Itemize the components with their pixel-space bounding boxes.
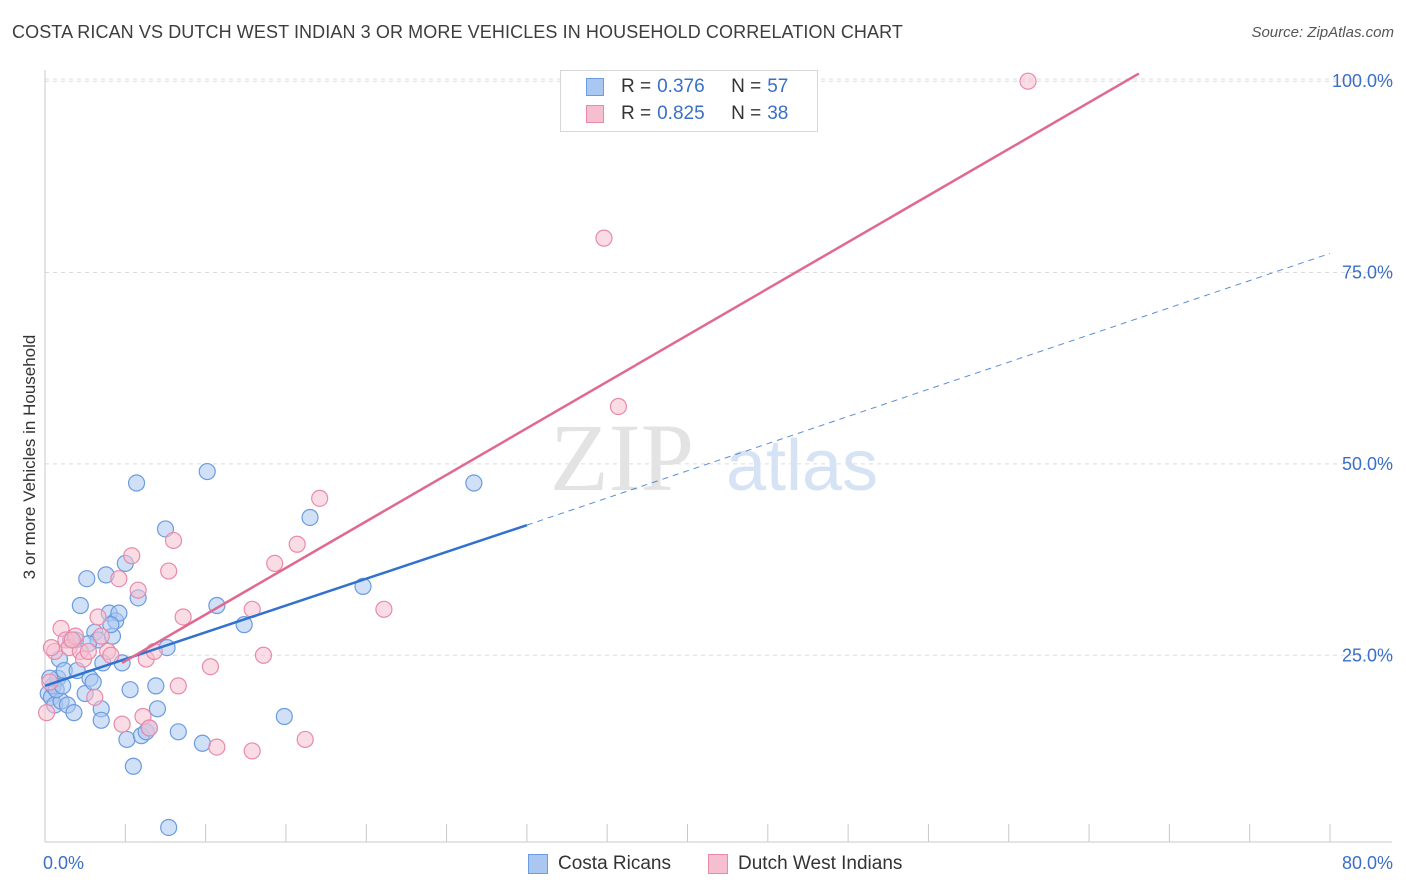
dutch-west-indian-point — [129, 581, 147, 599]
costa-rican-point — [65, 704, 83, 722]
dutch-west-indian-point — [375, 600, 393, 618]
pink-swatch — [586, 105, 604, 123]
axes-layer — [44, 70, 1392, 843]
stats-row-costa-ricans: R = 0.376 N = 57 — [586, 75, 789, 99]
dutch-west-indian-point — [79, 642, 97, 661]
y-tick-label: 50.0% — [1342, 454, 1393, 474]
dutch-west-indian-point — [110, 570, 128, 588]
dutch-west-indian-point — [266, 554, 284, 573]
costa-rican-trendline — [44, 523, 528, 688]
dutch-west-indian-point — [243, 742, 261, 760]
blue-swatch — [586, 78, 604, 96]
costa-rican-point — [71, 596, 89, 615]
y-tick-label: 75.0% — [1342, 263, 1393, 283]
dutch-west-indian-point — [296, 730, 314, 749]
n-value: 38 — [767, 103, 789, 124]
r-value: 0.825 — [657, 103, 705, 124]
dutch-west-indian-point — [201, 658, 220, 676]
legend-label: Dutch West Indians — [738, 853, 903, 874]
x-tick-label-max: 80.0% — [1342, 853, 1393, 873]
costa-rican-point — [275, 707, 293, 726]
n-label: N = — [731, 103, 762, 124]
costa-rican-point — [102, 616, 120, 634]
dutch-west-indian-point — [63, 631, 81, 649]
dutch-west-indian-point — [113, 715, 131, 733]
dutch-west-indian-point — [1019, 72, 1037, 90]
chart-title: COSTA RICAN VS DUTCH WEST INDIAN 3 OR MO… — [12, 22, 903, 42]
dutch-west-indian-point — [208, 738, 226, 756]
r-label: R = — [621, 103, 652, 124]
costa-rican-point — [147, 677, 165, 695]
costa-rican-point — [148, 700, 167, 718]
costa-rican-point — [198, 462, 216, 481]
dutch-west-indian-point — [42, 638, 61, 657]
costa-rican-point — [121, 681, 139, 699]
costa-rican-point — [84, 673, 102, 691]
y-axis-label: 3 or more Vehicles in Household — [20, 334, 39, 580]
costa-rican-point — [193, 734, 212, 752]
dutch-west-indian-point — [38, 704, 56, 722]
n-value: 57 — [767, 76, 789, 97]
legend-item-dutch-west-indians: Dutch West Indians — [708, 852, 902, 876]
y-tick-label: 25.0% — [1342, 645, 1393, 665]
costa-rican-point — [160, 818, 178, 837]
dutch-west-indian-point — [164, 531, 183, 550]
trendlines-layer — [44, 72, 1331, 688]
costa-rican-point — [78, 570, 96, 588]
costa-rican-trendline-extension — [526, 252, 1331, 526]
r-value: 0.376 — [657, 76, 705, 97]
dutch-west-indian-trendline — [121, 72, 1140, 664]
costa-rican-point — [124, 757, 142, 775]
tick-labels-layer: 25.0% 50.0% 75.0% 100.0% 0.0% 80.0% — [43, 71, 1393, 873]
source-credit: Source: ZipAtlas.com — [1251, 24, 1394, 41]
dutch-west-indian-point — [123, 547, 141, 565]
dutch-west-indian-point — [288, 535, 306, 553]
legend-item-costa-ricans: Costa Ricans — [528, 852, 671, 876]
dutch-west-indian-point — [595, 229, 613, 247]
dutch-west-indian-point — [140, 719, 159, 737]
n-label: N = — [731, 76, 762, 97]
dutch-west-indian-point — [169, 677, 187, 695]
costa-rican-point — [169, 723, 187, 741]
dutch-west-indian-point — [174, 608, 192, 626]
grid-layer — [45, 78, 1392, 656]
dutch-west-indian-point — [254, 646, 273, 664]
legend-swatch-blue — [528, 854, 548, 874]
y-tick-label: 100.0% — [1332, 71, 1393, 91]
legend-swatch-pink — [708, 854, 728, 874]
dutch-west-indian-point — [86, 688, 104, 706]
watermark-atlas: atlas — [726, 426, 878, 506]
costa-rican-point — [127, 474, 146, 492]
costa-rican-point — [92, 711, 110, 729]
watermark: ZIP atlas — [550, 404, 878, 511]
stats-legend: R = 0.376 N = 57 R = 0.825 N = 38 — [560, 70, 818, 132]
costa-rican-point — [465, 474, 483, 492]
points-layer — [38, 72, 1037, 837]
x-tick-label-min: 0.0% — [43, 853, 84, 873]
dutch-west-indian-point — [311, 489, 329, 507]
r-label: R = — [621, 76, 652, 97]
dutch-west-indian-point — [609, 397, 628, 416]
watermark-zip: ZIP — [550, 404, 694, 511]
dutch-west-indian-point — [92, 627, 110, 645]
legend-label: Costa Ricans — [558, 853, 671, 874]
dutch-west-indian-point — [160, 562, 178, 580]
dutch-west-indian-point — [89, 608, 107, 626]
costa-rican-point — [118, 730, 136, 749]
costa-rican-point — [301, 508, 319, 527]
stats-row-dutch-west-indians: R = 0.825 N = 38 — [586, 102, 789, 126]
